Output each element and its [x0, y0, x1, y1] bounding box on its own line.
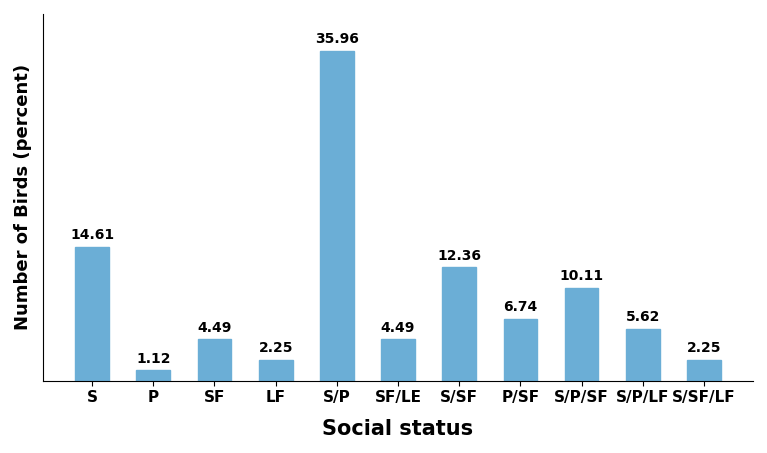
Bar	[565, 288, 598, 381]
Bar	[258, 360, 292, 381]
Text: 2.25: 2.25	[686, 341, 721, 355]
Bar	[626, 329, 660, 381]
Text: 1.12: 1.12	[136, 352, 170, 366]
Y-axis label: Number of Birds (percent): Number of Birds (percent)	[14, 64, 32, 330]
Bar	[75, 246, 109, 381]
Bar	[381, 339, 415, 381]
Text: 35.96: 35.96	[315, 32, 359, 46]
Text: 12.36: 12.36	[437, 249, 481, 263]
Bar	[443, 267, 476, 381]
Text: 2.25: 2.25	[258, 341, 293, 355]
Text: 6.74: 6.74	[503, 300, 538, 314]
X-axis label: Social status: Social status	[322, 419, 473, 439]
Text: 5.62: 5.62	[626, 310, 660, 324]
Bar	[137, 370, 170, 381]
Text: 10.11: 10.11	[560, 269, 604, 283]
Text: 4.49: 4.49	[197, 321, 232, 335]
Bar	[320, 51, 354, 381]
Bar	[198, 339, 232, 381]
Text: 4.49: 4.49	[381, 321, 415, 335]
Bar	[504, 319, 537, 381]
Text: 14.61: 14.61	[70, 228, 114, 242]
Bar	[687, 360, 721, 381]
